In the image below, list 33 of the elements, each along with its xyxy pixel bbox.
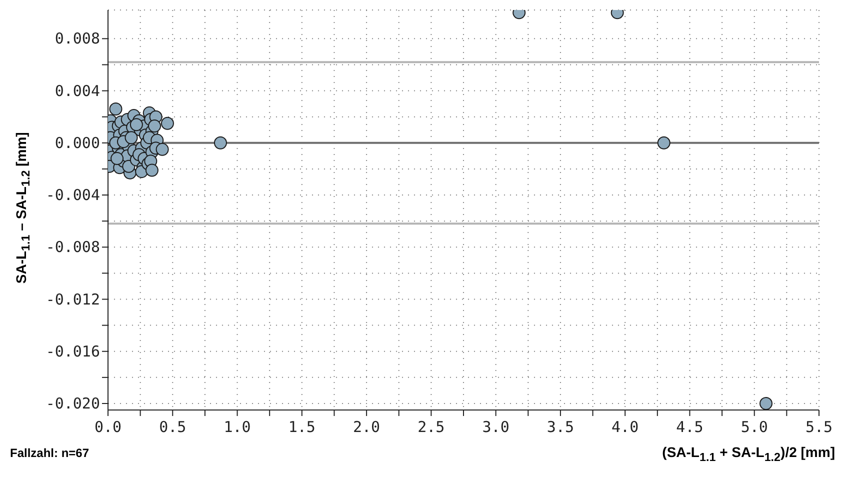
text: Fallzahl: n=67 bbox=[10, 446, 90, 460]
x-tick-label: 2.0 bbox=[353, 418, 380, 436]
x-axis-title: (SA-L$_{1.1}$ + SA-L$_{1.2}$)/2 [mm] bbox=[662, 444, 835, 464]
point bbox=[145, 164, 158, 177]
point bbox=[148, 119, 162, 132]
x-tick-label: 2.5 bbox=[418, 418, 445, 436]
point bbox=[156, 142, 169, 156]
point bbox=[760, 396, 772, 410]
y-tick-label: -0.004 bbox=[46, 186, 100, 204]
y-tick-label: -0.016 bbox=[46, 342, 100, 360]
y-tick-label: -0.020 bbox=[46, 394, 100, 412]
y-tick-label: -0.012 bbox=[46, 290, 100, 308]
point bbox=[109, 102, 122, 116]
point bbox=[214, 136, 227, 150]
y-tick-label: 0.000 bbox=[54, 134, 100, 152]
x-tick-label: 3.0 bbox=[482, 418, 510, 436]
x-tick-label: 5.0 bbox=[740, 418, 768, 436]
x-tick-label: 1.0 bbox=[224, 418, 251, 436]
point bbox=[657, 136, 670, 150]
y-tick-label: 0.004 bbox=[54, 82, 100, 100]
point bbox=[124, 131, 138, 144]
x-tick-label: 4.5 bbox=[676, 418, 704, 436]
point bbox=[160, 116, 174, 130]
point bbox=[110, 152, 124, 166]
x-tick-label: 0.5 bbox=[159, 418, 186, 436]
y-tick-label: -0.008 bbox=[46, 238, 100, 256]
point bbox=[130, 118, 143, 132]
x-tick-label: 4.0 bbox=[612, 418, 639, 436]
x-tick-label: 1.5 bbox=[288, 418, 316, 436]
y-tick-label: 0.008 bbox=[54, 30, 100, 48]
x-tick-label: 5.5 bbox=[805, 418, 833, 436]
x-tick-label: 0.0 bbox=[94, 418, 122, 436]
x-tick-label: 3.5 bbox=[546, 418, 574, 436]
